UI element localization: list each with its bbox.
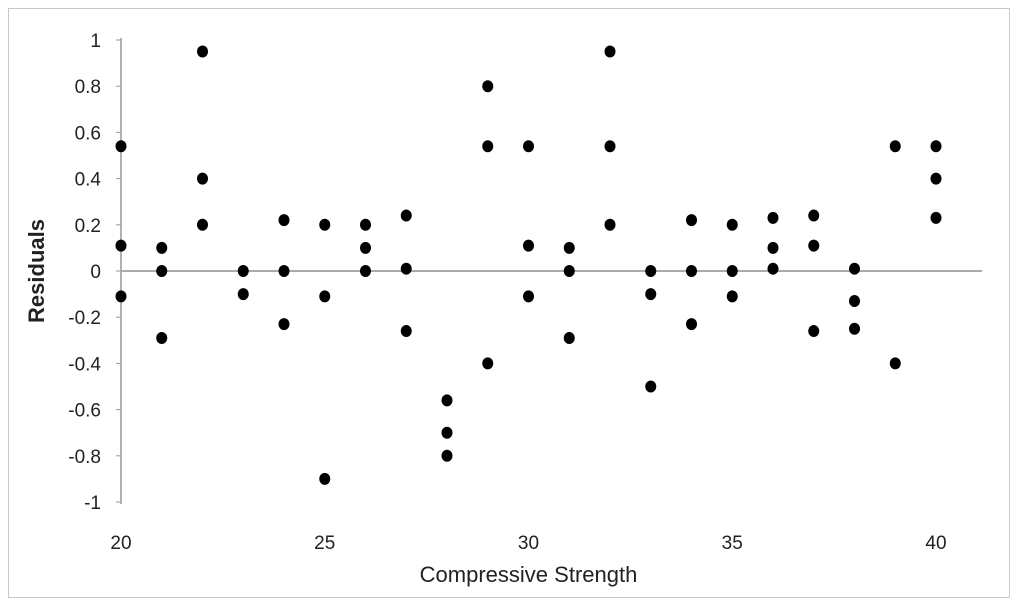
data-point <box>686 214 697 227</box>
data-point <box>237 265 249 277</box>
y-axis-label: Residuals <box>24 219 49 323</box>
data-point <box>360 241 371 254</box>
x-tick-label: 35 <box>722 533 743 554</box>
y-tick-label: -1 <box>84 493 101 514</box>
x-tick-label: 25 <box>314 533 335 554</box>
data-point <box>523 140 534 153</box>
data-point <box>563 331 575 344</box>
data-point <box>197 218 208 231</box>
data-point <box>563 241 575 254</box>
data-point <box>319 472 331 485</box>
data-point <box>278 318 290 331</box>
data-point <box>930 211 942 224</box>
chart-frame <box>8 8 1010 598</box>
y-tick-label: 0.8 <box>75 77 101 98</box>
data-point <box>441 449 453 462</box>
data-point <box>604 140 616 153</box>
data-point <box>808 239 820 252</box>
data-point <box>889 140 901 153</box>
data-point <box>645 380 657 393</box>
data-point <box>400 262 412 275</box>
data-point <box>400 325 412 338</box>
data-point <box>889 357 901 370</box>
data-point <box>523 239 534 252</box>
data-point <box>563 265 575 277</box>
data-point <box>278 214 290 227</box>
data-point <box>767 262 779 275</box>
data-point <box>930 172 942 185</box>
data-point <box>849 322 860 335</box>
data-point <box>726 218 738 231</box>
data-point <box>849 262 860 275</box>
x-tick-label: 40 <box>925 533 946 554</box>
data-point <box>726 265 738 277</box>
tick-labels: 1 0.8 0.6 0.4 0.2 0 -0.2 -0.4 -0.6 -0.8 -1 20 25 30 35… <box>68 31 946 554</box>
data-point <box>197 172 208 185</box>
data-point <box>197 45 208 58</box>
y-tick-label: 0 <box>90 262 101 283</box>
y-tick-label: 0.4 <box>75 170 102 191</box>
axes <box>116 38 982 504</box>
data-point <box>645 288 657 301</box>
y-tick-label: -0.4 <box>68 354 101 375</box>
x-tick-label: 20 <box>110 533 131 554</box>
y-tick-label: -0.6 <box>68 401 101 422</box>
y-tick-label: -0.2 <box>68 308 101 329</box>
data-point <box>115 290 127 303</box>
data-points <box>115 45 942 485</box>
data-point <box>115 140 127 153</box>
data-point <box>360 265 371 277</box>
data-point <box>278 265 290 277</box>
data-point <box>360 218 371 231</box>
data-point <box>482 357 494 370</box>
data-point <box>686 265 697 277</box>
data-point <box>237 288 249 301</box>
data-point <box>441 394 453 407</box>
data-point <box>319 290 331 303</box>
data-point <box>767 211 779 224</box>
x-tick-label: 30 <box>518 533 539 554</box>
data-point <box>482 80 494 93</box>
data-point <box>482 140 494 153</box>
data-point <box>604 218 616 231</box>
data-point <box>523 290 534 303</box>
data-point <box>400 209 412 222</box>
data-point <box>441 426 453 439</box>
data-point <box>726 290 738 303</box>
x-axis-label: Compressive Strength <box>420 562 638 587</box>
data-point <box>767 241 779 254</box>
data-point <box>156 241 168 254</box>
y-tick-label: -0.8 <box>68 447 101 468</box>
y-tick-label: 1 <box>90 31 101 52</box>
data-point <box>808 209 820 222</box>
data-point <box>930 140 942 153</box>
data-point <box>156 265 168 277</box>
y-tick-label: 0.6 <box>75 123 101 144</box>
data-point <box>604 45 616 58</box>
data-point <box>645 265 657 277</box>
data-point <box>808 325 820 338</box>
data-point <box>849 295 860 308</box>
data-point <box>319 218 331 231</box>
data-point <box>156 331 168 344</box>
data-point <box>115 239 127 252</box>
data-point <box>686 318 697 331</box>
y-tick-label: 0.2 <box>75 216 101 237</box>
